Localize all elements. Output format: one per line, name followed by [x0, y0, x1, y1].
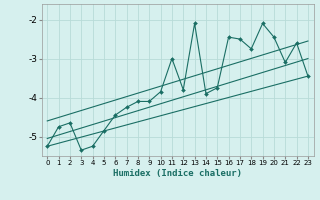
X-axis label: Humidex (Indice chaleur): Humidex (Indice chaleur): [113, 169, 242, 178]
